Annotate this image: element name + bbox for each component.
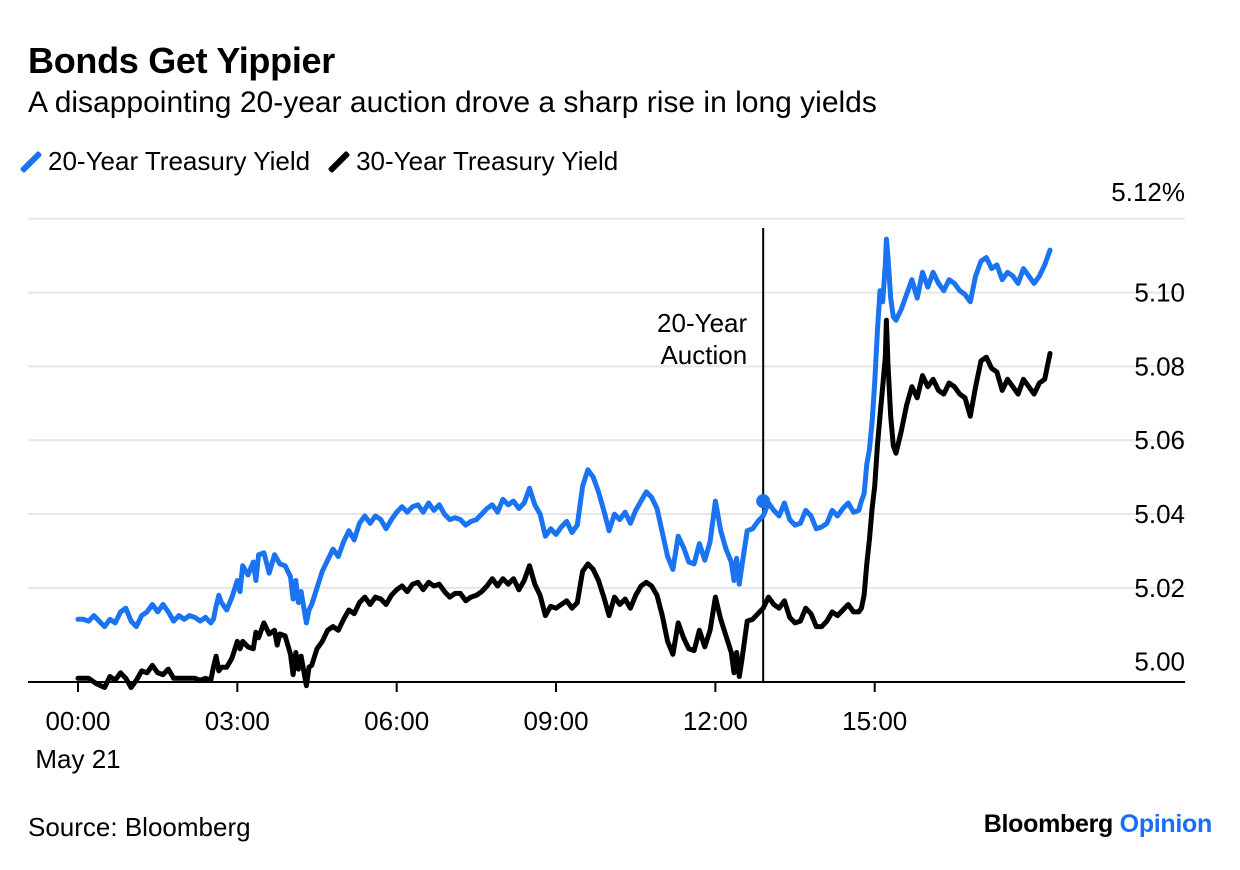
x-tick-label: 15:00 [842, 706, 907, 736]
x-date-label: May 21 [35, 744, 120, 774]
brand-logo: Bloomberg Opinion [983, 810, 1213, 839]
y-tick-label: 5.04 [1134, 499, 1185, 529]
x-tick-label: 00:00 [45, 706, 110, 736]
chart-subtitle: A disappointing 20-year auction drove a … [28, 86, 877, 119]
auction-label: 20-Year [657, 308, 747, 338]
legend-label-20y: 20-Year Treasury Yield [48, 146, 311, 176]
auction-label: Auction [660, 340, 747, 370]
y-tick-label: 5.10 [1134, 278, 1185, 308]
y-tick-label: 5.08 [1134, 351, 1185, 381]
auction-point-marker [756, 494, 771, 509]
chart-title: Bonds Get Yippier [28, 40, 335, 81]
y-axis-tick-labels: 5.00 5.02 5.04 5.06 5.08 5.10 5.12% [1111, 177, 1185, 677]
brand-name: Bloomberg [983, 810, 1114, 838]
y-tick-label: 5.12% [1111, 177, 1185, 207]
series-lines [75, 236, 1053, 690]
y-tick-label: 5.02 [1134, 573, 1185, 603]
x-tick-label: 03:00 [205, 706, 270, 736]
source-note: Source: Bloomberg [28, 812, 251, 842]
x-axis: 00:00 03:00 06:00 09:00 12:00 15:00 May 21 [28, 681, 1185, 774]
x-tick-label: 06:00 [364, 706, 429, 736]
x-tick-label: 09:00 [523, 706, 588, 736]
legend-item-20y: 20-Year Treasury Yield [19, 146, 311, 177]
brand-suffix: Opinion [1119, 810, 1213, 838]
y-tick-label: 5.00 [1134, 647, 1185, 677]
legend: 20-Year Treasury Yield 30-Year Treasury … [19, 146, 644, 177]
series-line-20y [75, 236, 1053, 630]
series-line-30y [75, 317, 1053, 690]
x-tick-label: 12:00 [683, 706, 748, 736]
y-tick-label: 5.06 [1134, 425, 1185, 455]
legend-item-30y: 30-Year Treasury Yield [327, 146, 619, 177]
legend-label-30y: 30-Year Treasury Yield [356, 146, 619, 176]
